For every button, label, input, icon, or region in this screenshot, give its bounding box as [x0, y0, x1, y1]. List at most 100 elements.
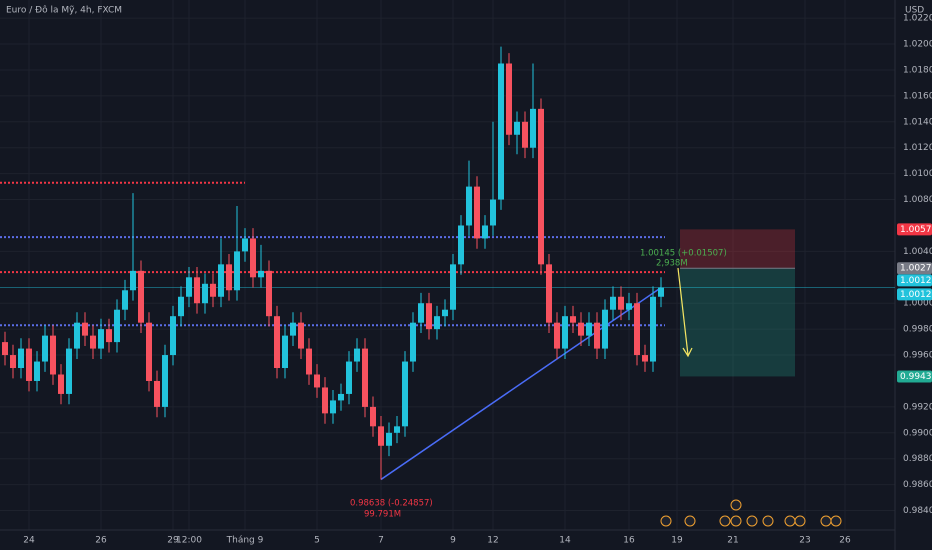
candle-body: [642, 355, 648, 362]
stop-zone: [680, 229, 795, 269]
candle-body: [402, 361, 408, 427]
candle-body: [554, 322, 560, 349]
candle-body: [474, 186, 480, 239]
candle-body: [114, 309, 120, 343]
candle-body: [274, 316, 280, 369]
candle-body: [634, 303, 640, 356]
y-tick-label: 1.01400: [903, 117, 932, 127]
candle-body: [658, 287, 664, 297]
candle-body: [74, 322, 80, 349]
candle-body: [234, 251, 240, 291]
candle-body: [42, 335, 48, 362]
price-label: 1.00570: [900, 225, 932, 235]
x-tick-label: 26: [839, 536, 851, 546]
candle-body: [322, 387, 328, 414]
candle-body: [194, 277, 200, 304]
y-tick-label: 1.01800: [903, 65, 932, 75]
candle-body: [106, 329, 112, 343]
candle-body: [210, 283, 216, 297]
candle-body: [162, 355, 168, 407]
x-tick-label: 16: [623, 536, 635, 546]
x-tick-label: 26: [95, 536, 107, 546]
price-label: 1.00122: [900, 290, 932, 300]
candle-body: [138, 270, 144, 323]
candle-body: [306, 348, 312, 375]
y-tick-label: 1.02200: [903, 14, 932, 24]
candle-body: [490, 199, 496, 226]
candle-body: [362, 348, 368, 407]
candle-body: [538, 108, 544, 265]
candle-body: [562, 316, 568, 349]
candle-body: [346, 361, 352, 394]
candle-body: [570, 316, 576, 323]
x-tick-label: 24: [23, 536, 35, 546]
price-label: 1.00122: [900, 276, 932, 286]
candle-body: [170, 316, 176, 356]
arrow-head: [682, 347, 693, 358]
price-label-box: [897, 370, 932, 383]
candle-body: [266, 270, 272, 317]
candle-body: [314, 374, 320, 388]
candle-body: [426, 303, 432, 330]
candle-body: [186, 277, 192, 297]
target-zone: [680, 268, 795, 377]
x-tick-label: 19: [671, 536, 683, 546]
annotation: 1.00145 (+0.01507): [640, 249, 727, 259]
events: [660, 499, 842, 527]
candle-body: [442, 309, 448, 317]
price-label-box: [897, 262, 932, 275]
candle-body: [618, 296, 624, 310]
candle-body: [610, 296, 616, 310]
candle-body: [298, 322, 304, 349]
candle-body: [522, 121, 528, 148]
trendline: [380, 287, 662, 481]
y-tick-label: 0.98400: [903, 506, 932, 516]
candle-body: [250, 238, 256, 278]
chart-title: Euro / Đô la Mỹ, 4h, FXCM: [6, 5, 122, 16]
candle-body: [586, 322, 592, 336]
x-tick-label: 9: [450, 536, 456, 546]
candle-body: [482, 225, 488, 239]
candle-body: [386, 432, 392, 446]
candle-body: [330, 400, 336, 414]
candle-body: [530, 108, 536, 148]
candle-body: [66, 348, 72, 394]
candle-body: [122, 290, 128, 310]
price-label-box: [897, 223, 932, 236]
candle-body: [58, 374, 64, 394]
candle-body: [594, 322, 600, 349]
y-tick-label: 1.02000: [903, 40, 932, 50]
x-tick-label: 14: [559, 536, 571, 546]
x-tick-label: 23: [799, 536, 810, 546]
candle-body: [434, 316, 440, 330]
candle-body: [18, 348, 24, 369]
x-tick-label: 21: [727, 536, 738, 546]
candle-body: [410, 322, 416, 362]
annotation: 2,938M: [656, 259, 688, 269]
candle-body: [466, 186, 472, 226]
candle-body: [650, 296, 656, 362]
candle-body: [514, 121, 520, 135]
y-tick-label: 1.01200: [903, 143, 932, 153]
x-tick-label: 29: [167, 536, 179, 546]
x-tick-label: Tháng 9: [226, 536, 264, 546]
candle-body: [242, 238, 248, 252]
price-label: 1.00270: [900, 264, 932, 274]
candle-body: [394, 426, 400, 433]
x-tick-label: 7: [378, 536, 384, 546]
candle-body: [498, 63, 504, 200]
candle-body: [282, 335, 288, 369]
currency: USD: [905, 6, 924, 16]
candle-body: [626, 303, 632, 310]
candle-body: [578, 322, 584, 336]
candle-body: [338, 393, 344, 401]
candle-body: [378, 426, 384, 446]
price-label: 0.99435: [900, 372, 932, 382]
